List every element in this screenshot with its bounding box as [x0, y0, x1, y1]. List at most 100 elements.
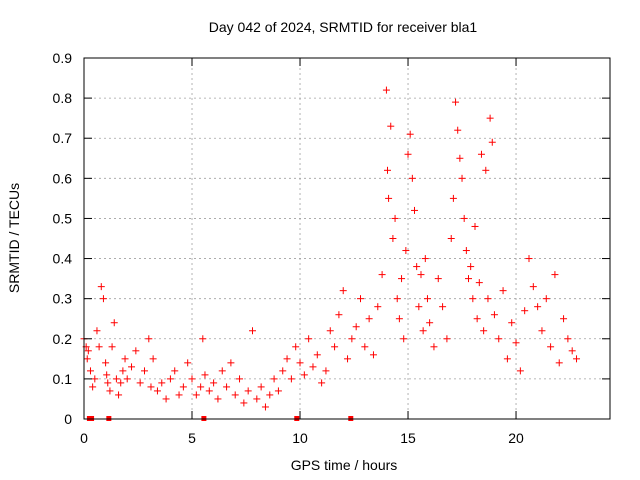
data-point	[106, 387, 114, 395]
data-point	[236, 375, 244, 383]
data-point	[188, 375, 196, 383]
data-point	[108, 343, 116, 351]
data-point	[227, 359, 235, 367]
data-point	[460, 214, 468, 222]
data-point	[415, 303, 423, 311]
data-point	[145, 335, 153, 343]
data-point	[331, 343, 339, 351]
data-point	[413, 263, 421, 271]
data-point	[369, 351, 377, 359]
y-tick-label: 0	[64, 411, 72, 427]
y-tick-label: 0.7	[53, 130, 73, 146]
data-point	[192, 391, 200, 399]
data-point	[348, 335, 356, 343]
data-point	[471, 222, 479, 230]
data-point	[385, 194, 393, 202]
data-point	[318, 379, 326, 387]
data-point	[449, 194, 457, 202]
data-point	[97, 283, 105, 291]
data-point	[486, 114, 494, 122]
data-point	[484, 295, 492, 303]
data-point	[512, 339, 520, 347]
data-point	[417, 271, 425, 279]
data-point	[408, 174, 416, 182]
data-point	[573, 355, 581, 363]
data-point	[335, 311, 343, 319]
data-point	[339, 287, 347, 295]
data-point	[525, 255, 533, 263]
data-point	[128, 363, 136, 371]
data-point	[488, 138, 496, 146]
data-point	[447, 235, 455, 242]
data-point	[240, 399, 248, 407]
data-point	[516, 367, 524, 375]
y-tick-label: 0.3	[53, 291, 73, 307]
x-tick-label: 15	[400, 430, 416, 446]
data-point	[384, 166, 392, 174]
data-point	[560, 315, 568, 323]
data-point	[279, 367, 287, 375]
data-point	[84, 347, 92, 355]
data-point	[462, 247, 470, 255]
data-point	[473, 315, 481, 323]
data-point	[210, 379, 218, 387]
data-point	[477, 150, 485, 158]
data-point	[153, 387, 161, 395]
data-point	[402, 247, 410, 255]
x-axis-label: GPS time / hours	[291, 457, 398, 473]
y-tick-label: 0.8	[53, 90, 73, 106]
data-point	[542, 295, 550, 303]
data-point	[439, 303, 447, 311]
data-point	[261, 403, 269, 411]
data-point	[112, 375, 120, 383]
data-point	[248, 327, 256, 335]
data-point	[103, 371, 111, 379]
x-tick-label: 10	[292, 430, 308, 446]
y-axis-label: SRMTID / TECUs	[6, 183, 22, 293]
data-point	[205, 387, 213, 395]
y-tick-label: 0.5	[53, 210, 73, 226]
data-point	[257, 383, 265, 391]
data-point	[287, 375, 295, 383]
data-point	[123, 375, 131, 383]
data-point	[283, 355, 291, 363]
y-tick-label: 0.9	[53, 50, 73, 66]
data-point	[521, 307, 529, 315]
x-tick-label: 5	[188, 430, 196, 446]
data-point	[467, 263, 475, 271]
data-point	[305, 335, 313, 343]
data-point	[197, 383, 205, 391]
data-point	[166, 375, 174, 383]
data-point	[452, 98, 460, 106]
data-point	[406, 130, 414, 138]
y-tick-label: 0.4	[53, 251, 73, 267]
data-point	[149, 355, 157, 363]
axis-ticks	[83, 57, 610, 420]
plot-frame	[83, 57, 611, 420]
data-point	[400, 335, 408, 343]
data-point	[292, 343, 300, 351]
data-point	[490, 311, 498, 319]
data-point	[147, 383, 155, 391]
data-point	[184, 359, 192, 367]
data-point	[391, 214, 399, 222]
data-point	[387, 122, 395, 130]
data-point	[443, 335, 451, 343]
x-tick-labels: 0 5 10 15 20	[80, 430, 524, 446]
data-points	[80, 86, 581, 421]
data-point	[357, 295, 365, 303]
data-point	[482, 166, 490, 174]
data-point	[411, 206, 419, 214]
data-point	[266, 391, 274, 399]
data-point	[361, 343, 369, 351]
data-point	[421, 255, 429, 263]
data-point	[253, 395, 261, 403]
data-point	[214, 395, 222, 403]
data-point	[508, 319, 516, 327]
data-point	[201, 371, 209, 379]
y-tick-label: 0.6	[53, 170, 73, 186]
data-point	[352, 323, 360, 331]
data-point	[99, 295, 107, 303]
data-point	[404, 150, 412, 158]
data-point	[382, 86, 390, 94]
